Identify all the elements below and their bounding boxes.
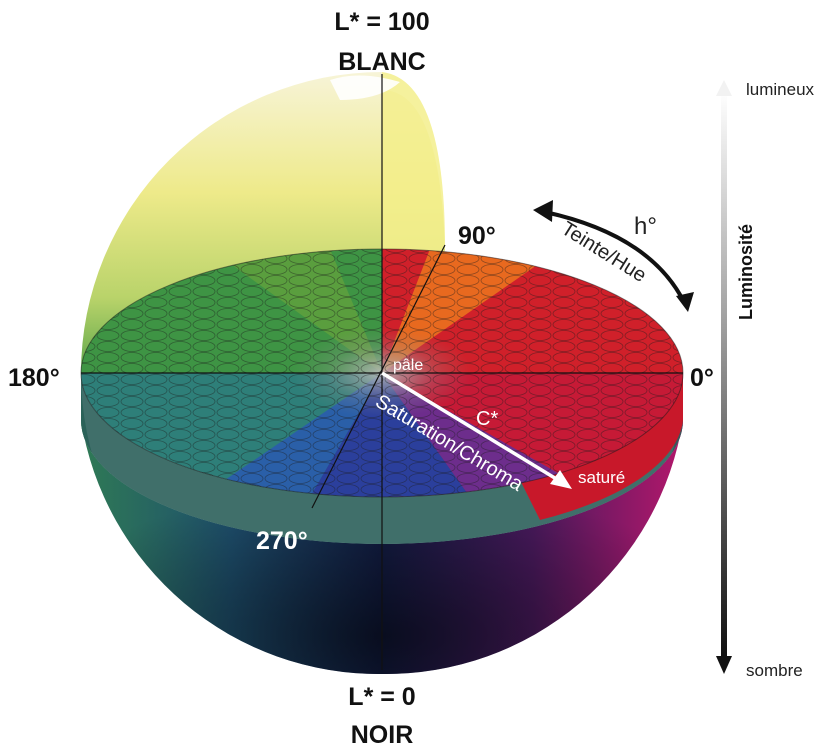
label-black: NOIR [351, 721, 414, 749]
label-l0: L* = 0 [348, 683, 415, 711]
label-lightness-title: Luminosité [736, 224, 756, 320]
label-l100: L* = 100 [334, 8, 429, 36]
label-chroma-symbol: C* [476, 408, 498, 430]
lightness-bar [721, 92, 727, 656]
hue-arrow-head-start [533, 200, 553, 222]
chroma-arrow-line [381, 371, 564, 485]
label-angle-180: 180° [8, 364, 60, 392]
label-hue-symbol: h° [634, 213, 657, 240]
lightness-arrow-down [716, 656, 732, 674]
hue-arrow-arc [544, 210, 686, 303]
chroma-arrow-head [550, 470, 572, 489]
label-white: BLANC [338, 48, 426, 76]
label-angle-270: 270° [256, 527, 308, 555]
axis-90-270 [311, 244, 446, 509]
hue-arrow-head-end [676, 292, 694, 312]
label-dark: sombre [746, 661, 803, 680]
label-light: lumineux [746, 80, 815, 99]
label-pale: pâle [393, 357, 423, 374]
label-saturated: saturé [578, 468, 625, 487]
lightness-arrow-up [716, 80, 732, 96]
label-angle-90: 90° [458, 222, 496, 250]
label-angle-0: 0° [690, 364, 714, 392]
